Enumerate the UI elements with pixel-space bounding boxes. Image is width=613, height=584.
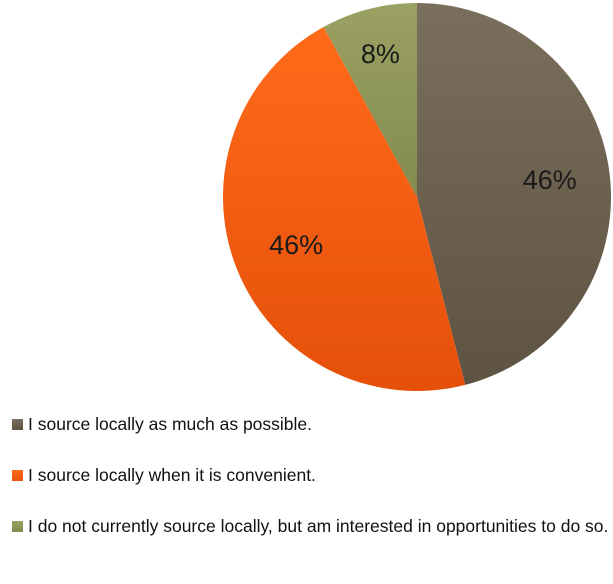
- pie-slices: [223, 3, 611, 391]
- legend-label: I do not currently source locally, but a…: [28, 516, 609, 536]
- legend-label: I source locally when it is convenient.: [28, 465, 316, 485]
- legend-swatch: [12, 521, 23, 532]
- pie-data-labels: 46% 46% 8%: [269, 39, 577, 260]
- pie-chart: 46% 46% 8%: [223, 3, 611, 391]
- slice-label-source-as-much-as-possible: 46%: [523, 165, 577, 195]
- legend-item-source-when-convenient: I source locally when it is convenient.: [12, 465, 613, 485]
- pie-slice-source-when-convenient: [223, 26, 466, 391]
- slice-label-source-when-convenient: 46%: [269, 230, 323, 260]
- legend-item-source-as-much-as-possible: I source locally as much as possible.: [12, 414, 613, 434]
- legend-swatch: [12, 419, 23, 430]
- pie-slice-interested-in-opportunities: [323, 3, 417, 197]
- legend-item-interested-in-opportunities: I do not currently source locally, but a…: [12, 516, 613, 536]
- legend-label: I source locally as much as possible.: [28, 414, 313, 434]
- legend-swatch: [12, 470, 23, 481]
- pie-slice-source-as-much-as-possible: [417, 3, 611, 385]
- slice-label-interested-in-opportunities: 8%: [361, 39, 400, 69]
- chart-legend: I source locally as much as possible. I …: [12, 414, 613, 536]
